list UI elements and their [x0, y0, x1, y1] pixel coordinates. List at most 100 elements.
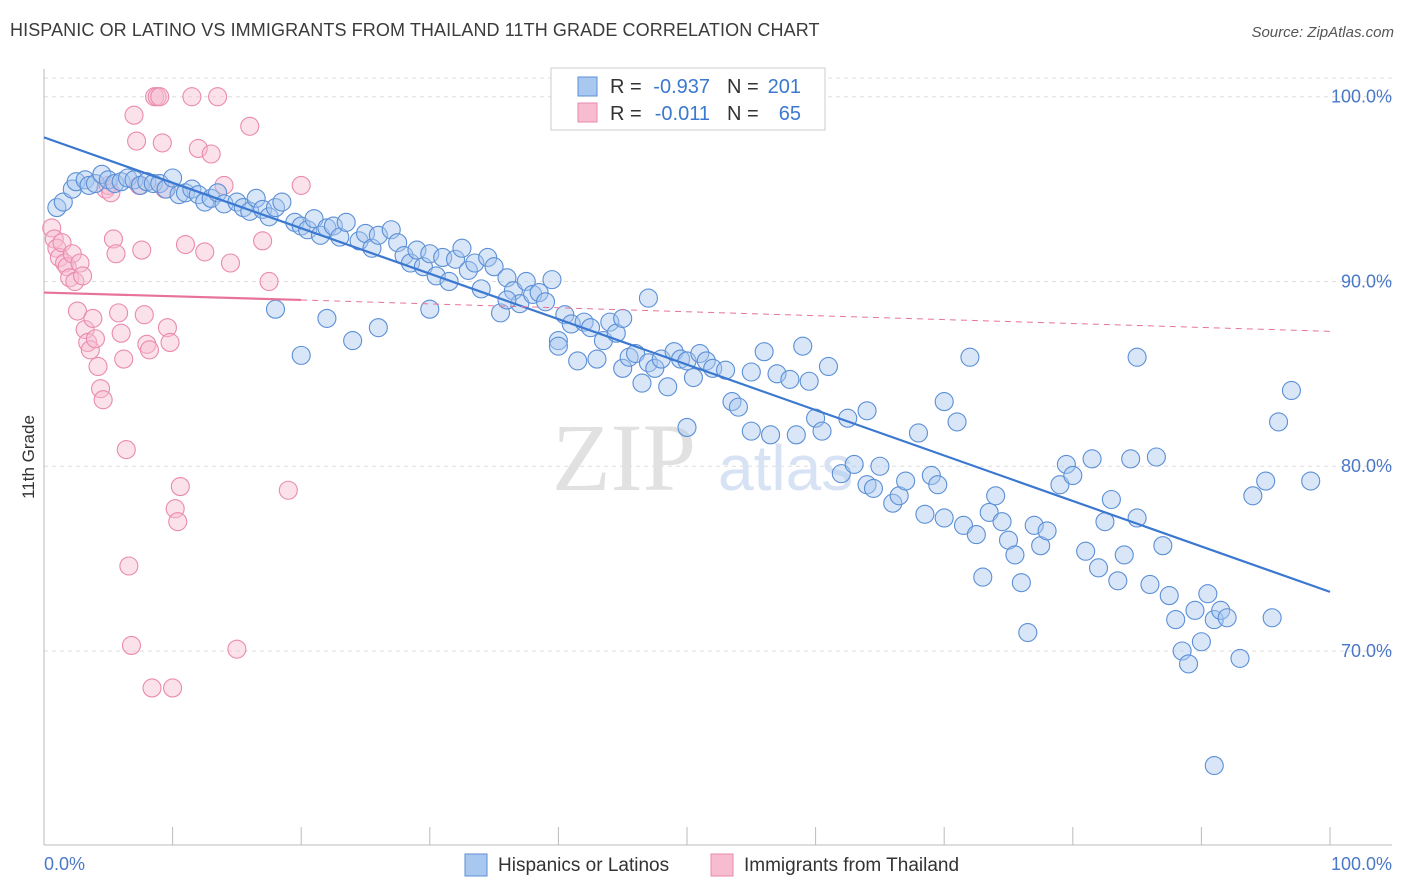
data-point-hispanic [632, 373, 652, 393]
stats-r-value-1: -0.937 [653, 76, 710, 98]
data-point-thailand [134, 305, 154, 325]
data-point-hispanic [799, 371, 819, 391]
data-point-thailand [103, 229, 123, 249]
data-point-hispanic [420, 299, 440, 319]
data-point-hispanic [831, 464, 851, 484]
data-point-hispanic [986, 486, 1006, 506]
data-point-hispanic [265, 299, 286, 319]
data-point-hispanic [452, 238, 472, 258]
legend-swatch-thailand [710, 853, 734, 877]
data-point-hispanic [953, 515, 974, 535]
legend-label-hispanic: Hispanics or Latinos [498, 855, 669, 876]
data-point-hispanic [863, 478, 884, 498]
data-point-hispanic [143, 174, 163, 194]
data-point-thailand [150, 87, 170, 107]
data-point-hispanic [1204, 756, 1224, 776]
stats-n-value-1: 201 [768, 76, 801, 98]
chart-title: HISPANIC OR LATINO VS IMMIGRANTS FROM TH… [10, 20, 820, 40]
data-point-hispanic [1018, 622, 1038, 643]
data-point-hispanic [683, 368, 703, 388]
data-point-hispanic [1140, 574, 1160, 595]
data-point-hispanic [465, 253, 485, 273]
data-point-hispanic [780, 369, 800, 389]
data-point-thailand [195, 242, 215, 262]
y-tick-label: 90.0% [1341, 271, 1392, 291]
data-point-thailand [182, 87, 202, 107]
data-point-thailand [152, 133, 172, 153]
trend-line-hispanic [43, 136, 1331, 593]
data-point-hispanic [1050, 475, 1070, 495]
data-point-hispanic [568, 351, 588, 371]
data-point-hispanic [754, 342, 774, 362]
data-point-hispanic [1056, 454, 1076, 474]
data-point-hispanic [1153, 536, 1173, 556]
stats-n-label-2: N = [727, 103, 759, 125]
data-point-thailand [88, 356, 108, 377]
data-point-thailand [73, 266, 93, 286]
data-point-hispanic [896, 471, 916, 491]
data-point-thailand [116, 440, 136, 460]
data-point-hispanic [934, 508, 954, 528]
x-axis-ticks [43, 827, 1331, 845]
data-point-hispanic [908, 423, 929, 443]
data-point-thailand [208, 87, 228, 107]
data-point-hispanic [1185, 600, 1205, 620]
data-point-hispanic [767, 364, 787, 384]
watermark-zip: ZIP [552, 404, 696, 511]
data-point-thailand [93, 390, 113, 410]
data-point-hispanic [786, 425, 806, 445]
data-point-hispanic [343, 331, 363, 351]
data-point-hispanic [458, 260, 478, 280]
data-point-thailand [67, 301, 87, 321]
watermark-atlas: atlas [718, 432, 853, 504]
data-point-hispanic [1076, 541, 1096, 561]
data-point-hispanic [304, 209, 324, 229]
data-point-thailand [163, 678, 183, 698]
data-point-hispanic [529, 283, 549, 303]
data-point-hispanic [1088, 558, 1109, 578]
data-point-thailand [127, 131, 147, 151]
data-point-hispanic [1230, 648, 1250, 668]
data-point-hispanic [368, 318, 388, 338]
data-point-hispanic [812, 421, 832, 441]
source-label: Source: ZipAtlas.com [1251, 24, 1394, 41]
data-point-hispanic [1108, 571, 1128, 591]
data-point-thailand [259, 271, 279, 292]
data-point-hispanic [947, 412, 967, 432]
data-point-hispanic [478, 247, 498, 268]
data-point-hispanic [368, 225, 388, 245]
series-immigrants-from-thailand [42, 87, 311, 698]
data-point-thailand [42, 218, 62, 238]
data-point-hispanic [1005, 545, 1025, 565]
data-point-hispanic [741, 421, 761, 441]
trend-line-thailand [43, 291, 302, 302]
data-point-thailand [160, 332, 180, 352]
data-point-hispanic [857, 401, 877, 421]
data-point-hispanic [1269, 412, 1289, 432]
data-point-thailand [124, 105, 144, 125]
data-point-hispanic [1262, 608, 1282, 628]
data-point-hispanic [1217, 608, 1237, 628]
data-point-hispanic [1101, 489, 1121, 510]
data-point-hispanic [407, 240, 427, 260]
trend-line-thailand-extension [301, 299, 1331, 332]
data-point-hispanic [1301, 471, 1321, 491]
data-point-hispanic [336, 212, 356, 232]
data-point-thailand [85, 329, 105, 349]
stats-n-value-2: 65 [779, 103, 801, 125]
data-point-thailand [227, 639, 247, 659]
data-point-hispanic [960, 347, 980, 367]
data-point-hispanic [658, 377, 678, 397]
data-point-hispanic [1191, 632, 1211, 652]
data-point-hispanic [870, 456, 890, 476]
data-point-hispanic [85, 174, 105, 194]
stats-n-label-1: N = [727, 76, 759, 98]
data-point-hispanic [883, 493, 903, 513]
data-point-hispanic [992, 512, 1012, 532]
stats-pink-swatch [577, 102, 598, 123]
data-point-hispanic [246, 188, 266, 208]
data-point-thailand [142, 678, 162, 698]
data-point-hispanic [542, 270, 562, 290]
data-point-thailand [170, 477, 190, 497]
